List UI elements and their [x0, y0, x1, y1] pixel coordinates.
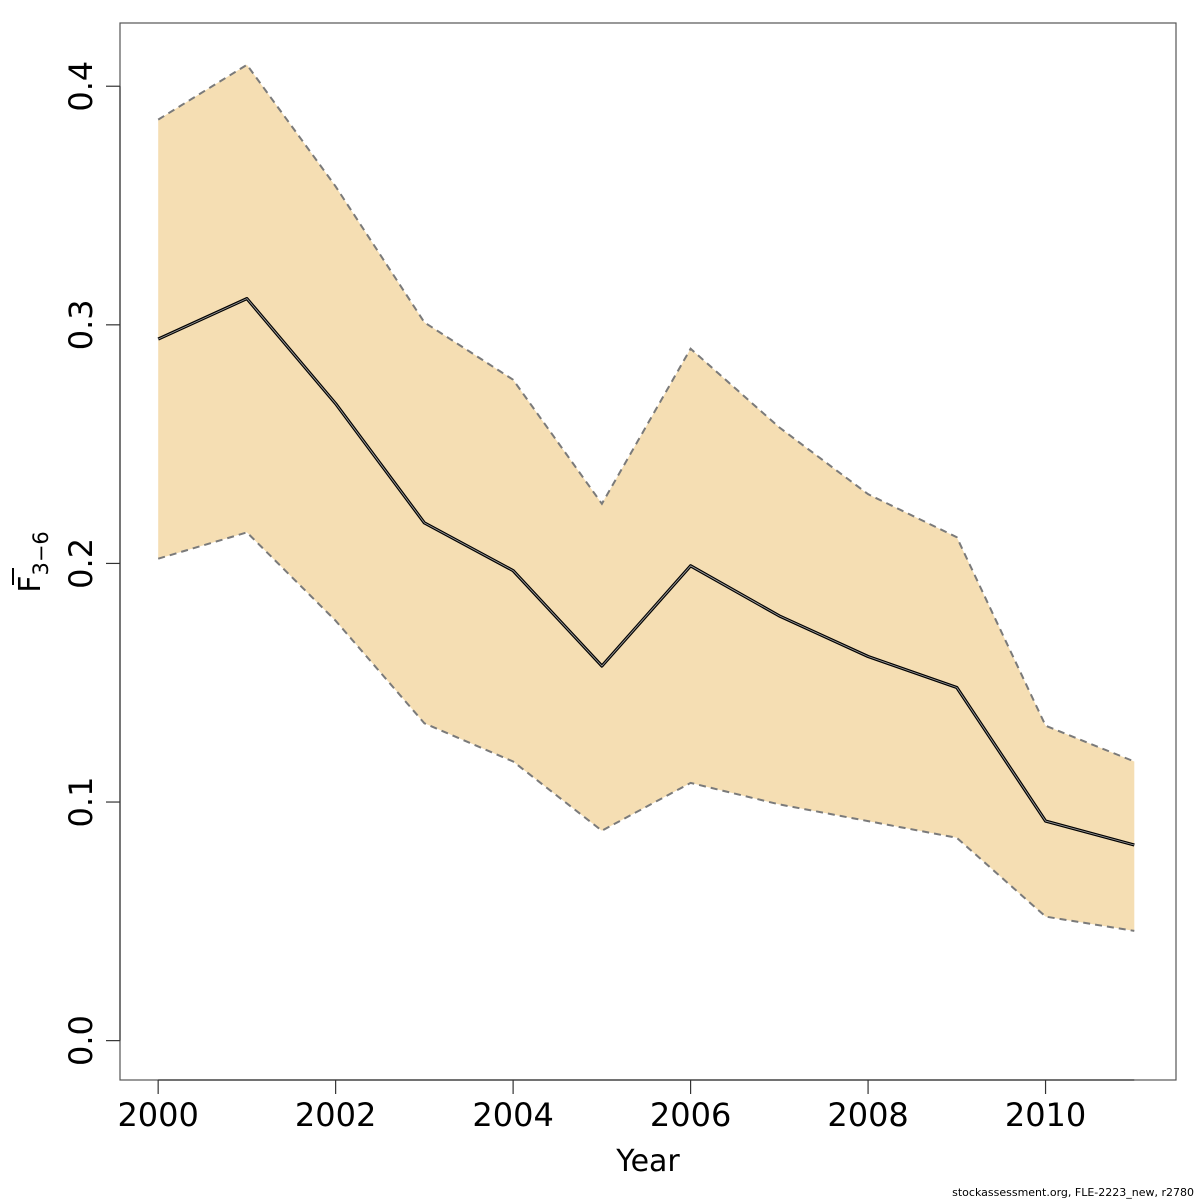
y-axis-title-sub: 3−6 [29, 531, 53, 575]
plot-area [157, 63, 1135, 932]
estimate-line-highlight [158, 298, 1135, 846]
y-axis-title-main: F [13, 576, 48, 593]
x-axis-title: Year [615, 1144, 680, 1179]
y-axis-title: F3−6 [12, 531, 53, 593]
x-tick-label: 2010 [1005, 1096, 1086, 1134]
upper-bound-line [157, 63, 1135, 763]
svg-text:F3−6: F3−6 [13, 531, 53, 593]
y-tick-label: 0.3 [62, 299, 100, 350]
x-tick-label: 2000 [117, 1096, 198, 1134]
y-tick-label: 0.2 [62, 538, 100, 589]
footer-credit: stockassessment.org, FLE-2223_new, r2780 [952, 1186, 1194, 1199]
confidence-band [158, 64, 1135, 931]
y-axis: 0.0 0.1 0.2 0.3 0.4 [62, 61, 121, 1066]
lower-bound-line [157, 531, 1135, 932]
y-tick-label: 0.0 [62, 1015, 100, 1066]
y-tick-label: 0.4 [62, 61, 100, 112]
x-axis: 2000 2002 2004 2006 2008 2010 [117, 1079, 1135, 1134]
x-tick-label: 2004 [472, 1096, 553, 1134]
x-tick-label: 2008 [827, 1096, 908, 1134]
x-tick-label: 2006 [650, 1096, 731, 1134]
y-tick-label: 0.1 [62, 777, 100, 828]
x-tick-label: 2002 [295, 1096, 376, 1134]
